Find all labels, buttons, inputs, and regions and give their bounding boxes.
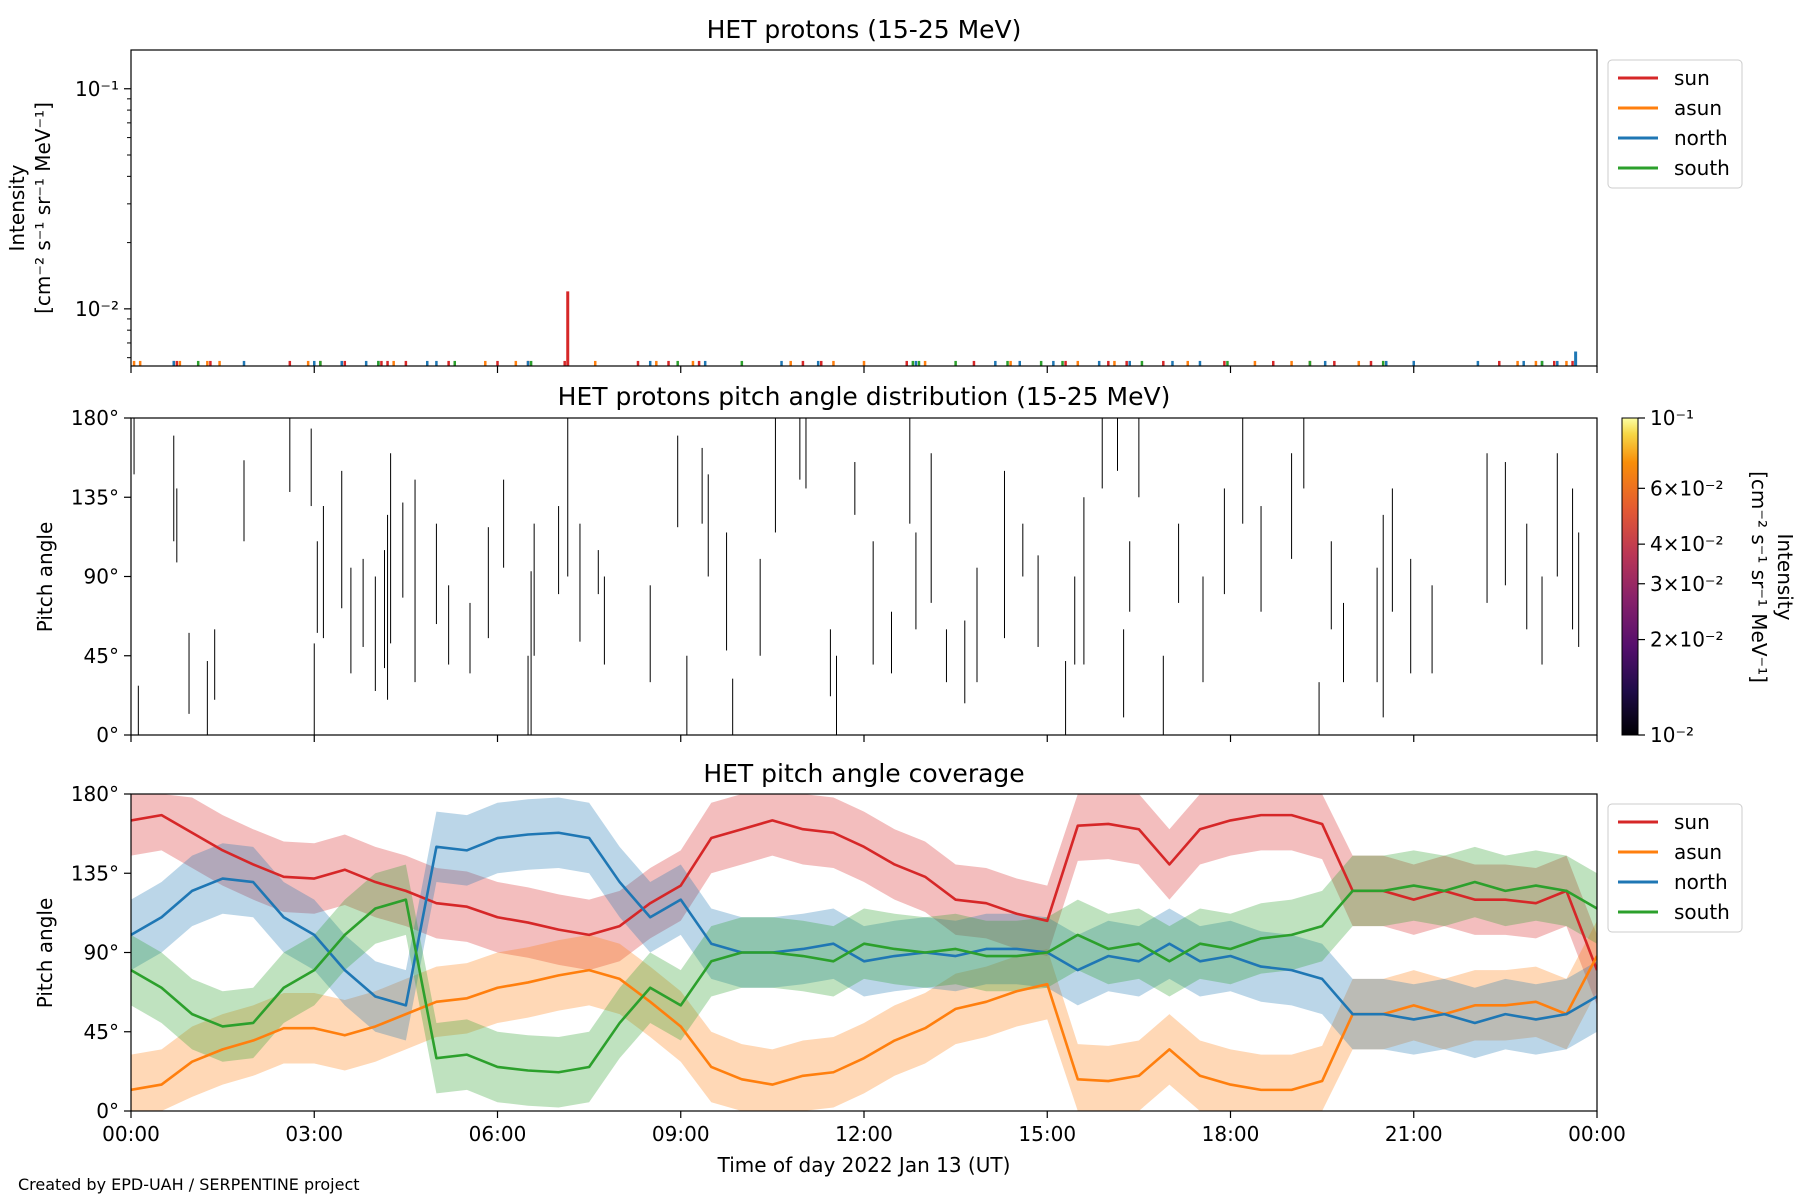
panel2-ylabel: Pitch angle [33, 522, 57, 633]
band-south [131, 846, 1597, 1108]
y-tick-label: 90° [84, 565, 119, 589]
band-asun [131, 920, 1597, 1111]
y-tick-label: 0° [96, 1099, 119, 1123]
y-tick-label: 180° [71, 406, 119, 430]
line-north [131, 831, 1597, 1025]
x-tick-label: 00:00 [1568, 1122, 1626, 1146]
x-tick-label: 18:00 [1202, 1122, 1260, 1146]
band-sun [131, 794, 1597, 1006]
colorbar-label-line2: [cm⁻² s⁻¹ sr⁻¹ MeV⁻¹] [1747, 471, 1771, 683]
panel3-y-ticks: 0° 45° 90° 135° 180° [71, 782, 131, 1123]
legend3-label-sun: sun [1674, 810, 1710, 834]
legend1-label-north: north [1674, 126, 1728, 150]
y-tick-label: 135° [71, 485, 119, 509]
y-tick-label: 10⁻¹ [75, 77, 119, 101]
panel2-marks [133, 418, 1580, 735]
panel1-legend-box [1607, 59, 1743, 189]
x-tick-label: 12:00 [835, 1122, 893, 1146]
panel1-legend: sun asun north south [1607, 59, 1743, 189]
colorbar-ticks: 10⁻¹ 6×10⁻² 4×10⁻² 3×10⁻² 2×10⁻² 10⁻² [1638, 406, 1724, 747]
band-north [131, 797, 1597, 1059]
legend3-label-south: south [1674, 900, 1730, 924]
panel-intensity: HET protons (15-25 MeV) 10⁻¹ 10⁻² Intensi… [5, 15, 1743, 373]
panel-pitch-angle-coverage: HET pitch angle coverage 0° 45° 90° 135° 180… [33, 759, 1743, 1177]
legend1-label-sun: sun [1674, 66, 1710, 90]
colorbar-gradient [1621, 417, 1639, 736]
y-tick-label: 45° [84, 1020, 119, 1044]
panel1-ylabel-line1: Intensity [5, 164, 29, 251]
legend3-label-north: north [1674, 870, 1728, 894]
panel3-marks [131, 794, 1597, 1111]
legend3-label-asun: asun [1674, 840, 1722, 864]
x-tick-label: 15:00 [1018, 1122, 1076, 1146]
panel1-ylabel-line2: [cm⁻² s⁻¹ sr⁻¹ MeV⁻¹] [31, 102, 55, 314]
x-tick-label: 09:00 [652, 1122, 710, 1146]
colorbar-tick-label: 4×10⁻² [1650, 532, 1724, 556]
panel2-x-ticks [130, 735, 1598, 742]
panel3-ylabel: Pitch angle [33, 898, 57, 1009]
colorbar-tick-label: 10⁻² [1650, 723, 1694, 747]
y-tick-label: 135° [71, 861, 119, 885]
panel1-x-ticks [130, 366, 1598, 373]
panel1-y-ticks: 10⁻¹ 10⁻² [75, 77, 131, 359]
x-tick-label: 03:00 [285, 1122, 343, 1146]
colorbar-label-line1: Intensity [1773, 533, 1797, 620]
y-tick-label: 180° [71, 782, 119, 806]
x-axis-label: Time of day 2022 Jan 13 (UT) [717, 1153, 1011, 1177]
x-tick-label: 06:00 [469, 1122, 527, 1146]
panel1-title: HET protons (15-25 MeV) [707, 15, 1022, 44]
panel1-marks [132, 291, 1578, 366]
line-south [131, 880, 1597, 1074]
legend1-label-asun: asun [1674, 96, 1722, 120]
colorbar-tick-label: 2×10⁻² [1650, 628, 1724, 652]
panel-pitch-angle-distribution: HET protons pitch angle distribution (15… [33, 382, 1797, 747]
y-tick-label: 10⁻² [75, 297, 119, 321]
y-tick-label: 0° [96, 723, 119, 747]
colorbar: 10⁻¹ 6×10⁻² 4×10⁻² 3×10⁻² 2×10⁻² 10⁻² Intensi… [1621, 406, 1797, 747]
panel3-title: HET pitch angle coverage [703, 759, 1024, 788]
panel1-frame [130, 49, 1598, 367]
panel2-y-ticks: 0° 45° 90° 135° 180° [71, 406, 131, 747]
y-tick-label: 45° [84, 644, 119, 668]
panel3-legend-box [1607, 803, 1743, 933]
credit-text: Created by EPD-UAH / SERPENTINE project [18, 1175, 360, 1194]
panel2-title: HET protons pitch angle distribution (15… [558, 382, 1171, 411]
panel3-legend: sun asun north south [1607, 803, 1743, 933]
colorbar-tick-label: 6×10⁻² [1650, 476, 1724, 500]
legend1-label-south: south [1674, 156, 1730, 180]
colorbar-tick-label: 10⁻¹ [1650, 406, 1694, 430]
colorbar-tick-label: 3×10⁻² [1650, 572, 1724, 596]
panel3-x-ticks: 00:00 03:00 06:00 09:00 12:00 15:00 18:00 21:00… [102, 1111, 1626, 1146]
y-tick-label: 90° [84, 941, 119, 965]
x-tick-label: 21:00 [1385, 1122, 1443, 1146]
x-tick-label: 00:00 [102, 1122, 160, 1146]
